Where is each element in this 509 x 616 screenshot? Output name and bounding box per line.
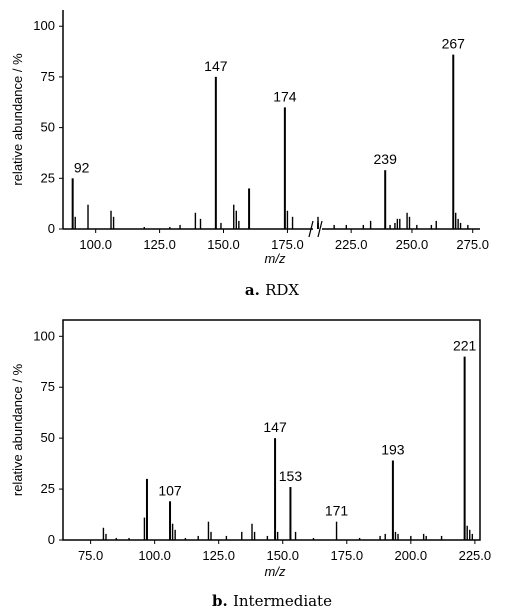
caption-text: RDX [265,281,299,299]
y-tick-label: 25 [41,170,55,185]
peak-label: 267 [442,36,466,52]
x-tick-label: 150.0 [266,548,299,563]
y-tick-label: 75 [41,379,55,394]
y-tick-label: 75 [41,69,55,84]
x-axis-title: m/z [265,564,286,579]
peak-label: 147 [263,419,287,435]
peak-label: 239 [374,151,398,167]
y-axis-title: relative abundance / % [10,363,25,496]
x-tick-label: 225.0 [459,548,492,563]
peak-label: 107 [158,482,182,498]
peak-label: 92 [74,159,90,175]
y-tick-label: 50 [41,430,55,445]
y-tick-label: 0 [48,221,55,236]
axis-break-mark [308,220,314,238]
peak-label: 221 [453,338,477,354]
y-tick-label: 100 [33,328,55,343]
x-tick-label: 250.0 [396,237,429,252]
axis-break-mark [317,220,323,238]
x-tick-label: 100.0 [79,237,112,252]
x-tick-label: 175.0 [271,237,304,252]
peak-label: 171 [325,503,349,519]
y-tick-label: 100 [33,18,55,33]
x-tick-label: 125.0 [143,237,176,252]
x-tick-label: 125.0 [202,548,235,563]
x-tick-label: 225.0 [335,237,368,252]
x-tick-label: 150.0 [207,237,240,252]
x-tick-label: 175.0 [331,548,364,563]
peak-label: 174 [273,88,297,104]
caption-letter: b. [212,592,233,610]
figure-caption: b. Intermediate [212,592,332,610]
x-axis-title: m/z [265,251,286,266]
plot-frame [62,319,481,541]
peak-label: 193 [381,442,405,458]
figure-caption: a. RDX [245,281,299,299]
caption-text: Intermediate [233,592,332,610]
x-tick-label: 100.0 [138,548,171,563]
chart-panel-a: 0 25 50 75 100 100.0 125.0 150.0 175.0 225.0 250.0… [10,10,489,299]
y-tick-label: 0 [48,532,55,547]
peak-label: 147 [204,58,228,74]
x-tick-label: 75.0 [78,548,103,563]
x-tick-label: 275.0 [456,237,489,252]
peak-label: 153 [279,468,303,484]
y-tick-label: 25 [41,481,55,496]
y-axis-title: relative abundance / % [10,53,25,186]
y-tick-label: 50 [41,120,55,135]
x-tick-label: 200.0 [395,548,428,563]
caption-letter: a. [245,281,265,299]
chart-panel-b: 0 25 50 75 100 75.0 100.0 125.0 150.0 175.0 200.0 2… [10,319,492,610]
